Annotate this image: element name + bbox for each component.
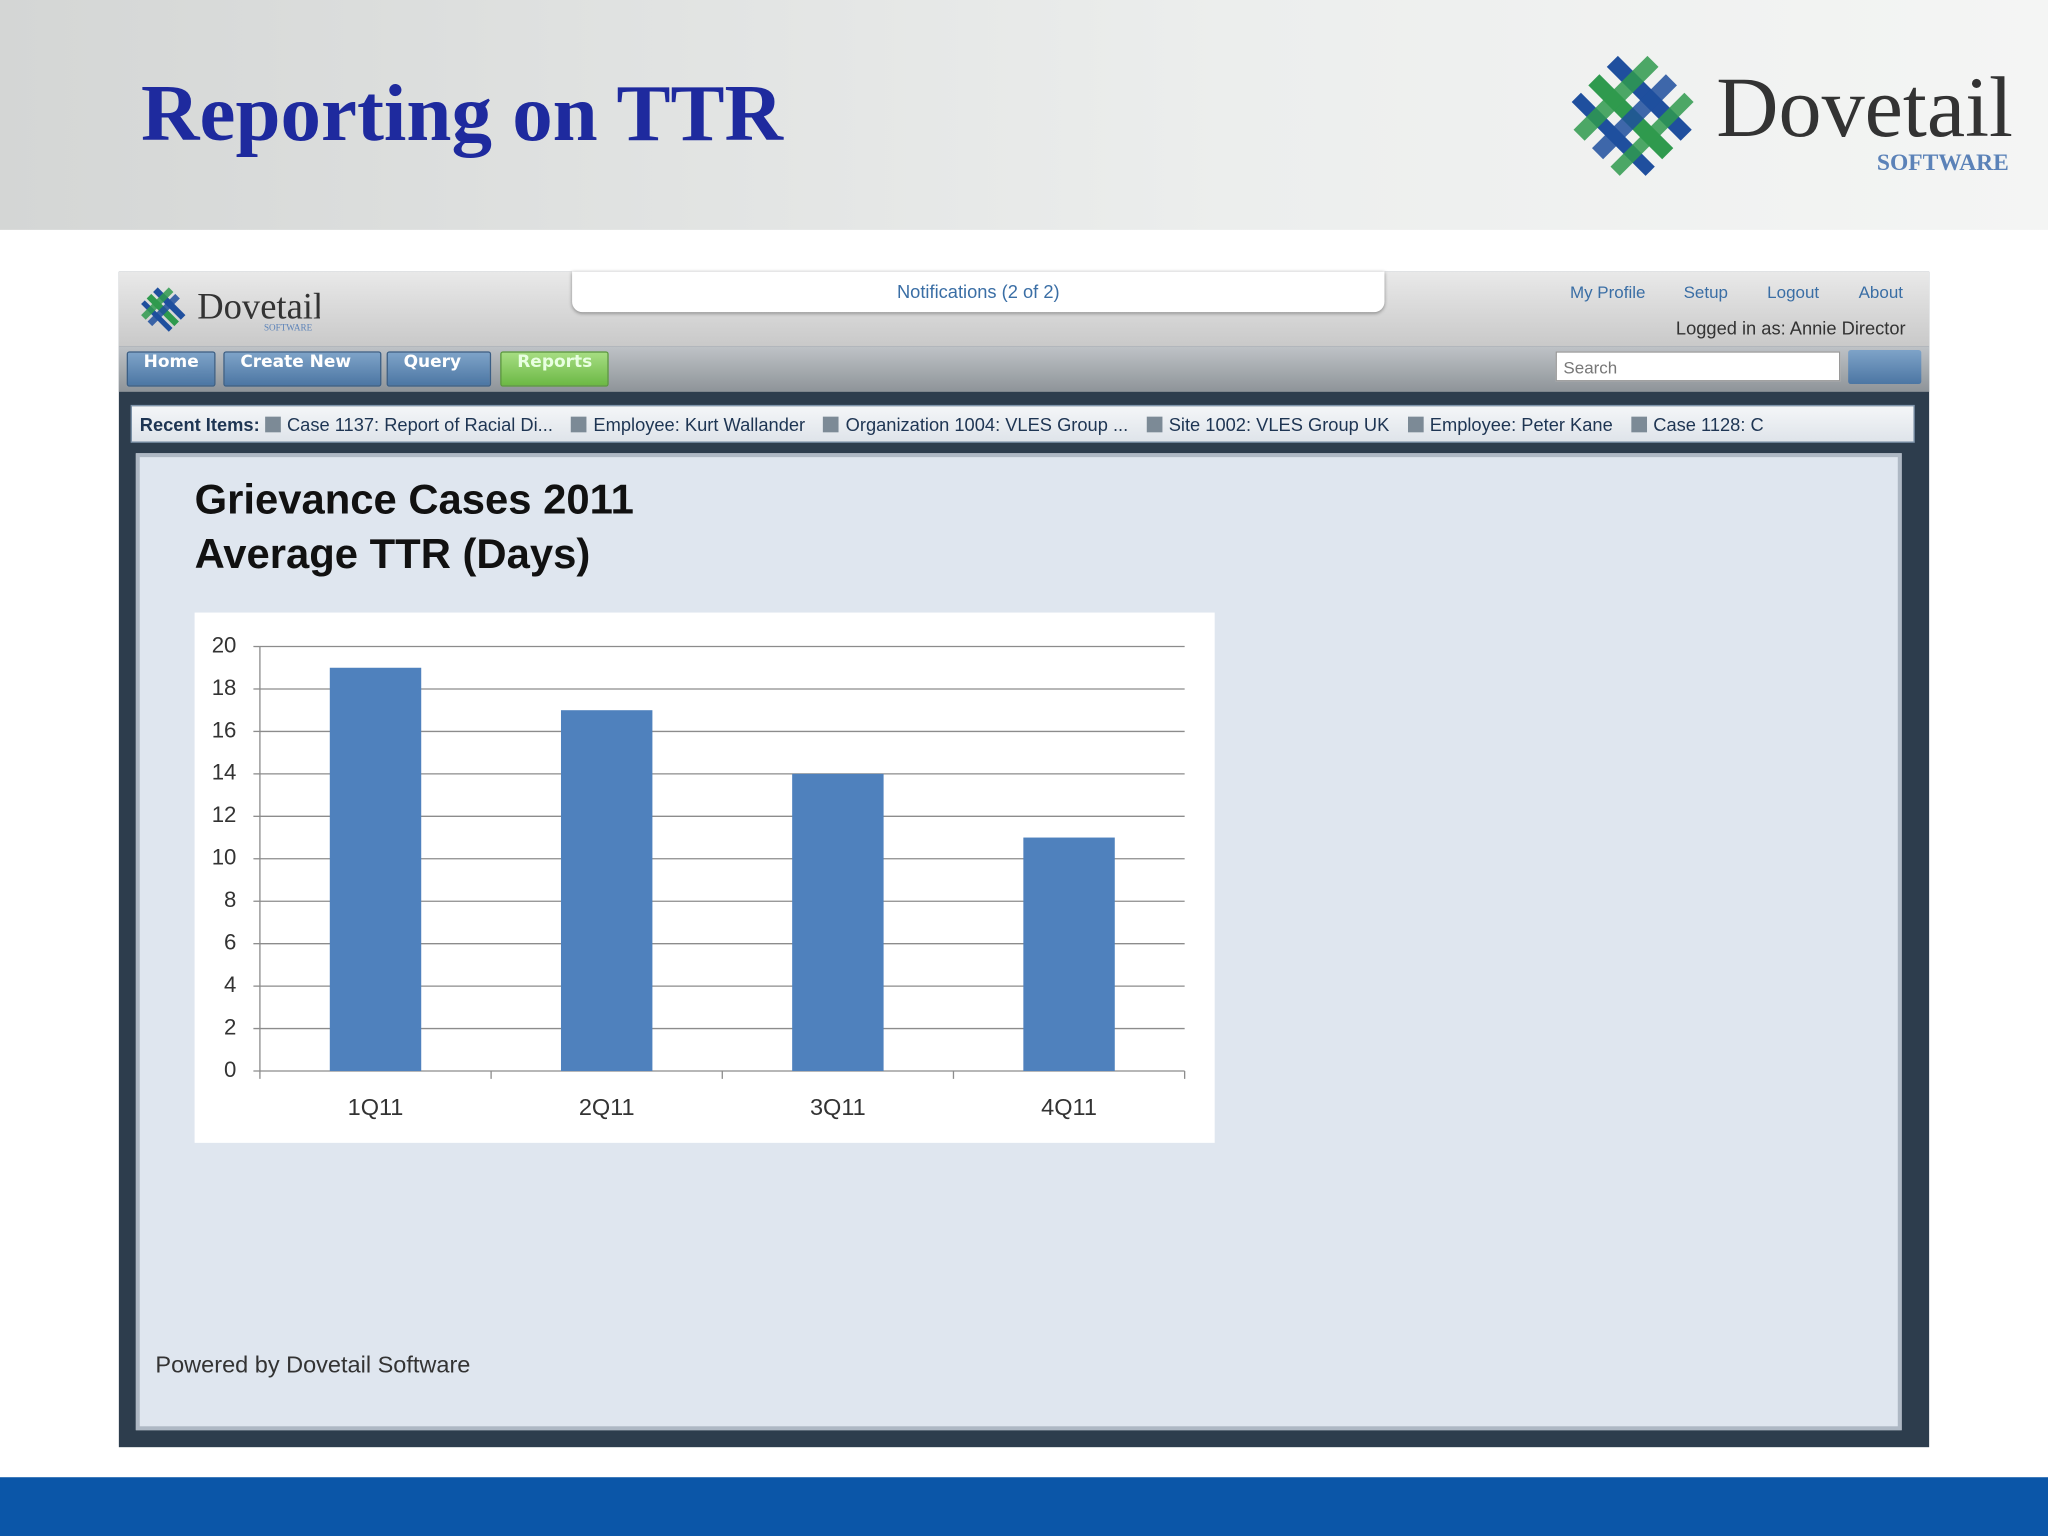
notifications[interactable]: Notifications (2 of 2) bbox=[572, 271, 1385, 313]
slide-title: Reporting on TTR bbox=[141, 69, 784, 159]
x-tick-label: 4Q11 bbox=[1041, 1094, 1097, 1120]
search-button[interactable] bbox=[1848, 350, 1922, 384]
recent-item[interactable]: Case 1128: C bbox=[1631, 414, 1764, 435]
y-tick-label: 12 bbox=[212, 802, 237, 827]
chart-subtitle: Average TTR (Days) bbox=[194, 530, 591, 578]
logout-link[interactable]: Logout bbox=[1767, 282, 1820, 302]
y-tick-label: 8 bbox=[224, 887, 236, 912]
x-tick-label: 1Q11 bbox=[348, 1094, 404, 1120]
x-tick-label: 2Q11 bbox=[579, 1094, 635, 1120]
x-tick-label: 3Q11 bbox=[810, 1094, 866, 1120]
y-tick-label: 2 bbox=[224, 1014, 236, 1039]
chart: 0 2 4 6 8 10 12 14 16 18 20 1Q11 2Q11 3Q11 4Q11 bbox=[194, 612, 1215, 1143]
app-logo: Dovetail SOFTWARE bbox=[141, 286, 320, 332]
bar bbox=[329, 667, 422, 1072]
bar bbox=[560, 710, 653, 1072]
recent-icon bbox=[823, 416, 840, 433]
recent-label: Recent Items: bbox=[139, 414, 260, 435]
recent-text: Employee: Peter Kane bbox=[1429, 414, 1613, 435]
powered-by: Powered by Dovetail Software bbox=[155, 1351, 471, 1378]
recent-item[interactable]: Site 1002: VLES Group UK bbox=[1146, 414, 1390, 435]
y-tick-label: 20 bbox=[212, 632, 237, 657]
recent-text: Site 1002: VLES Group UK bbox=[1168, 414, 1390, 435]
my-profile-link[interactable]: My Profile bbox=[1569, 282, 1646, 302]
y-tick-label: 0 bbox=[224, 1057, 236, 1082]
slide-header bbox=[0, 0, 2048, 230]
logo-name: Dovetail bbox=[1716, 59, 2013, 155]
y-tick-label: 4 bbox=[224, 972, 236, 997]
nav-create-new[interactable]: Create New bbox=[223, 351, 382, 387]
recent-icon bbox=[264, 416, 281, 433]
chart-title: Grievance Cases 2011 bbox=[194, 475, 634, 523]
logged-in: Logged in as: Annie Director bbox=[1675, 317, 1906, 339]
app-window: Dovetail SOFTWARE Notifications (2 of 2)… bbox=[118, 271, 1930, 1448]
recent-item[interactable]: Employee: Kurt Wallander bbox=[571, 414, 805, 435]
slide-logo: Dovetail SOFTWARE bbox=[1571, 55, 2013, 176]
recent-item[interactable]: Case 1137: Report of Racial Di... bbox=[264, 414, 553, 435]
recent-text: Employee: Kurt Wallander bbox=[593, 414, 806, 435]
recent-text: Organization 1004: VLES Group ... bbox=[845, 414, 1129, 435]
recent-icon bbox=[1407, 416, 1424, 433]
recent-text: Case 1128: C bbox=[1653, 414, 1764, 435]
search-box[interactable]: Search bbox=[1555, 351, 1841, 382]
content-panel: Grievance Cases 2011 Average TTR (Days) … bbox=[135, 453, 1902, 1431]
nav-home[interactable]: Home bbox=[126, 351, 216, 387]
y-tick-label: 16 bbox=[212, 717, 237, 742]
y-tick-label: 10 bbox=[212, 845, 237, 870]
setup-link[interactable]: Setup bbox=[1683, 282, 1728, 302]
bar bbox=[792, 773, 884, 1072]
recent-item[interactable]: Organization 1004: VLES Group ... bbox=[823, 414, 1128, 435]
y-tick-label: 18 bbox=[212, 675, 237, 700]
nav-bar: Home Create New Query Reports Search bbox=[118, 346, 1930, 392]
recent-icon bbox=[1631, 416, 1647, 433]
recent-icon bbox=[1146, 416, 1163, 433]
slide-footer-band bbox=[0, 1477, 2048, 1536]
recent-item[interactable]: Employee: Peter Kane bbox=[1407, 414, 1613, 435]
app-topbar: Dovetail SOFTWARE Notifications (2 of 2)… bbox=[118, 271, 1930, 347]
y-tick-label: 14 bbox=[212, 760, 237, 785]
nav-reports[interactable]: Reports bbox=[500, 351, 610, 387]
recent-list: Case 1137: Report of Racial Di... Employe… bbox=[264, 414, 1782, 435]
about-link[interactable]: About bbox=[1858, 282, 1903, 302]
recent-items: Recent Items: Case 1137: Report of Racia… bbox=[130, 404, 1915, 443]
y-tick-label: 6 bbox=[224, 930, 236, 955]
logo-sub: SOFTWARE bbox=[1877, 150, 2009, 176]
recent-icon bbox=[571, 416, 587, 433]
bar bbox=[1023, 837, 1115, 1072]
app-logo-sub: SOFTWARE bbox=[264, 322, 313, 332]
recent-text: Case 1137: Report of Racial Di... bbox=[286, 414, 553, 435]
nav-query[interactable]: Query bbox=[386, 351, 492, 387]
app-logo-name: Dovetail bbox=[197, 286, 320, 327]
